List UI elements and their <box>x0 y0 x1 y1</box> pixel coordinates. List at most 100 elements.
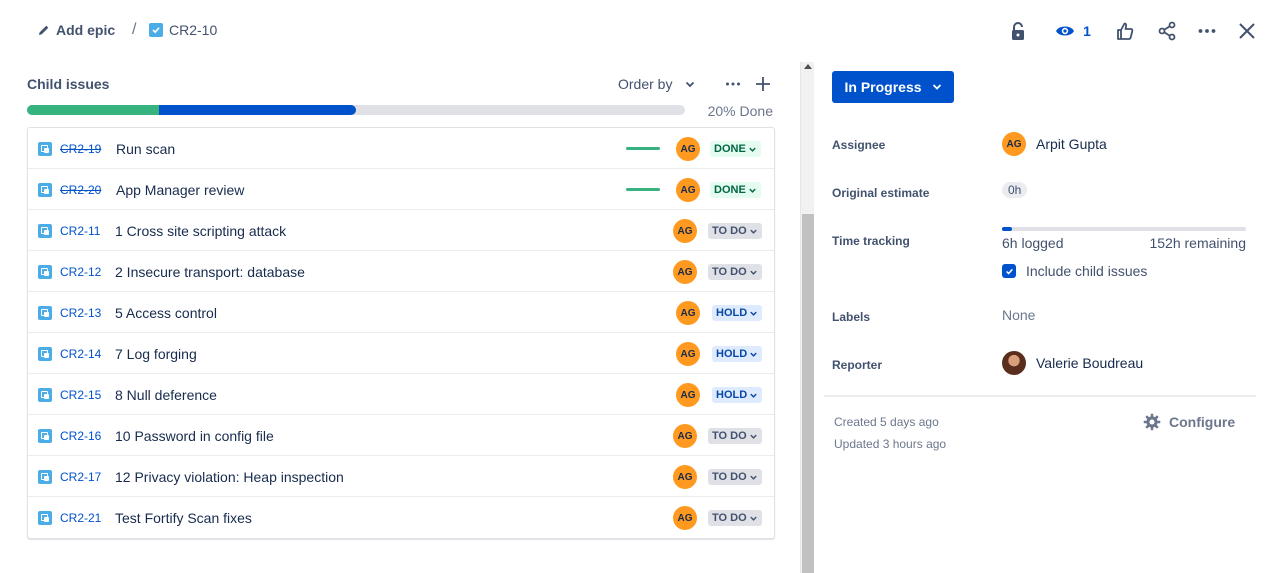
issue-summary[interactable]: Test Fortify Scan fixes <box>115 510 252 526</box>
status-badge[interactable]: TO DO <box>708 469 762 485</box>
issue-summary[interactable]: 5 Access control <box>115 305 217 321</box>
issue-key-link[interactable]: CR2-14 <box>60 347 102 361</box>
status-badge-label: DONE <box>714 143 746 155</box>
table-row[interactable]: CR2-11 1 Cross site scripting attack AG TO … <box>28 210 774 251</box>
time-tracking-label: Time tracking <box>832 234 910 248</box>
issue-summary[interactable]: Run scan <box>116 141 176 157</box>
created-timestamp: Created 5 days ago <box>834 415 939 429</box>
issue-key-link[interactable]: CR2-12 <box>60 265 102 279</box>
time-tracking-bar[interactable] <box>1002 227 1246 231</box>
avatar <box>1002 351 1026 375</box>
progress-done-segment <box>27 105 159 115</box>
issue-summary[interactable]: 10 Password in config file <box>115 428 274 444</box>
issue-summary[interactable]: 1 Cross site scripting attack <box>115 223 287 239</box>
pencil-icon <box>39 25 49 35</box>
order-by-dropdown[interactable]: Order by <box>618 76 696 92</box>
labels-value: None <box>1002 307 1036 323</box>
issue-summary[interactable]: 2 Insecure transport: database <box>115 264 305 280</box>
avatar[interactable]: AG <box>676 137 700 161</box>
table-row[interactable]: CR2-13 5 Access control AG HOLD <box>28 292 774 333</box>
breadcrumb-separator: / <box>132 21 137 38</box>
status-button[interactable]: In Progress <box>832 71 954 103</box>
issue-actions: 1 <box>0 19 1265 43</box>
status-badge[interactable]: HOLD <box>712 387 763 403</box>
table-row[interactable]: CR2-21 Test Fortify Scan fixes AG TO DO <box>28 497 774 538</box>
status-badge[interactable]: TO DO <box>708 510 762 526</box>
subtask-icon <box>38 470 52 484</box>
scrollbar-thumb[interactable] <box>802 214 814 573</box>
thumbs-up-icon <box>1117 22 1134 40</box>
avatar[interactable]: AG <box>673 506 697 530</box>
configure-button[interactable]: Configure <box>1143 413 1235 431</box>
subtask-icon <box>38 306 52 320</box>
table-row[interactable]: CR2-14 7 Log forging AG HOLD <box>28 333 774 374</box>
issue-key-link[interactable]: CR2-16 <box>60 429 102 443</box>
avatar[interactable]: AG <box>676 301 700 325</box>
close-button[interactable] <box>1237 19 1257 43</box>
avatar[interactable]: AG <box>673 424 697 448</box>
more-actions-button[interactable] <box>1197 19 1217 43</box>
reporter-field[interactable]: Valerie Boudreau <box>1002 351 1143 375</box>
issue-key-link[interactable]: CR2-11 <box>60 224 101 238</box>
issue-summary[interactable]: 12 Privacy violation: Heap inspection <box>115 469 344 485</box>
avatar[interactable]: AG <box>673 260 697 284</box>
labels-label: Labels <box>832 310 871 324</box>
child-issues-progress: 20% Done <box>27 103 775 119</box>
table-row[interactable]: CR2-19 Run scan AG DONE <box>28 128 774 169</box>
avatar[interactable]: AG <box>676 178 700 202</box>
issue-key-link[interactable]: CR2-19 <box>60 142 102 156</box>
watch-count: 1 <box>1083 23 1091 39</box>
more-icon[interactable] <box>724 75 742 93</box>
table-row[interactable]: CR2-20 App Manager review AG DONE <box>28 169 774 210</box>
status-badge[interactable]: DONE <box>710 182 761 198</box>
chevron-down-icon <box>749 514 758 523</box>
close-icon <box>1239 23 1255 39</box>
scroll-up-arrow-icon[interactable] <box>804 64 812 69</box>
table-row[interactable]: CR2-17 12 Privacy violation: Heap inspect… <box>28 456 774 497</box>
progress-in-progress-segment <box>158 105 356 115</box>
issue-summary[interactable]: App Manager review <box>116 182 245 198</box>
scrollbar[interactable] <box>800 62 814 573</box>
progress-bar <box>27 105 685 115</box>
include-child-issues-checkbox[interactable]: Include child issues <box>1002 263 1147 279</box>
plus-icon[interactable] <box>755 75 771 93</box>
status-badge[interactable]: DONE <box>710 141 761 157</box>
original-estimate-value[interactable]: 0h <box>1002 182 1028 198</box>
assignee-field[interactable]: AG Arpit Gupta <box>1002 132 1107 156</box>
table-row[interactable]: CR2-16 10 Password in config file AG TO DO <box>28 415 774 456</box>
original-estimate-field[interactable]: 0h <box>1002 182 1028 198</box>
unlock-button[interactable] <box>1008 19 1028 43</box>
issue-key-link[interactable]: CR2-20 <box>60 183 102 197</box>
subtask-icon <box>38 388 52 402</box>
status-badge[interactable]: HOLD <box>712 305 763 321</box>
breadcrumb-issue-link[interactable]: CR2-10 <box>149 22 217 38</box>
avatar[interactable]: AG <box>673 219 697 243</box>
avatar[interactable]: AG <box>676 383 700 407</box>
order-by-label: Order by <box>618 76 673 92</box>
issue-summary[interactable]: 8 Null deference <box>115 387 217 403</box>
table-row[interactable]: CR2-15 8 Null deference AG HOLD <box>28 374 774 415</box>
add-epic-link[interactable]: Add epic <box>38 22 115 38</box>
child-issues-title: Child issues <box>27 76 110 92</box>
avatar[interactable]: AG <box>676 342 700 366</box>
issue-progress-bar <box>626 147 660 150</box>
issue-key-link[interactable]: CR2-15 <box>60 388 102 402</box>
status-badge-label: TO DO <box>712 512 747 524</box>
avatar[interactable]: AG <box>673 465 697 489</box>
top-bar: Add epic / CR2-10 1 <box>0 0 1265 62</box>
issue-key-link[interactable]: CR2-13 <box>60 306 102 320</box>
share-button[interactable] <box>1157 19 1177 43</box>
issue-key-link[interactable]: CR2-21 <box>60 511 102 525</box>
status-badge[interactable]: HOLD <box>712 346 763 362</box>
status-badge[interactable]: TO DO <box>708 264 762 280</box>
status-badge[interactable]: TO DO <box>708 428 762 444</box>
vote-button[interactable] <box>1115 19 1135 43</box>
watch-button[interactable]: 1 <box>1053 19 1093 43</box>
table-row[interactable]: CR2-12 2 Insecure transport: database AG TO… <box>28 251 774 292</box>
labels-field[interactable]: None <box>1002 307 1035 323</box>
status-badge[interactable]: TO DO <box>708 223 762 239</box>
issue-key-link[interactable]: CR2-17 <box>60 470 102 484</box>
subtask-icon <box>38 142 52 156</box>
issue-summary[interactable]: 7 Log forging <box>115 346 197 362</box>
divider <box>824 395 1256 397</box>
